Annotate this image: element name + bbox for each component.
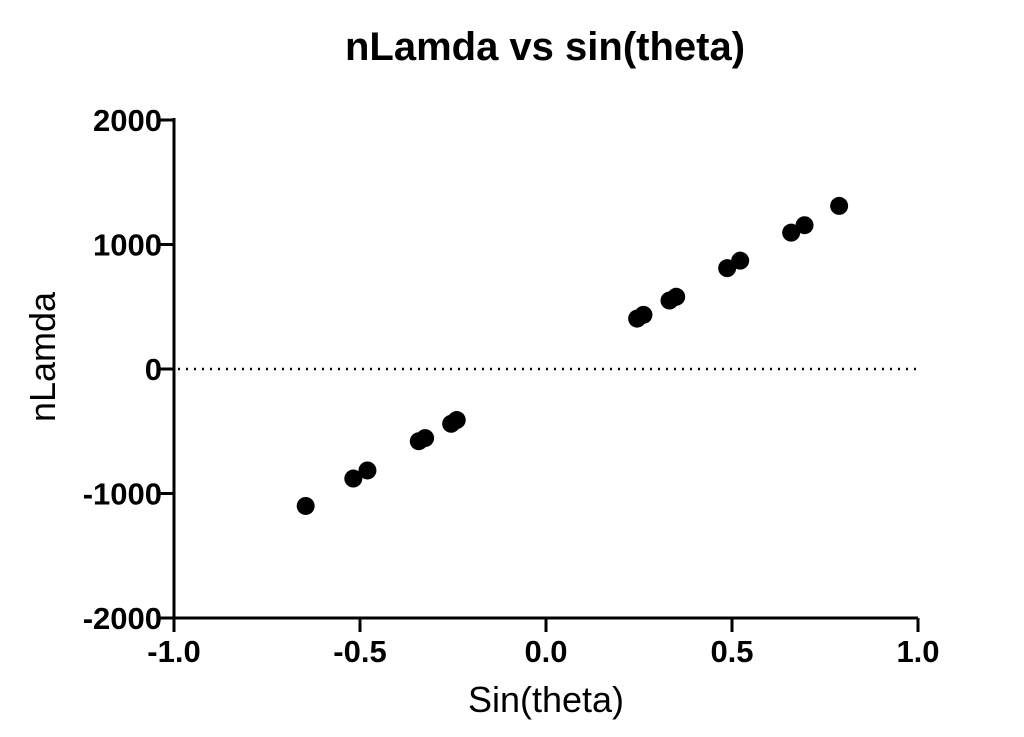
data-point <box>634 305 653 324</box>
y-tick-label: 0 <box>145 352 162 387</box>
data-point <box>795 216 814 235</box>
chart-title: nLamda vs sin(theta) <box>345 25 745 69</box>
x-tick-label: -1.0 <box>147 634 200 669</box>
x-tick-label: 1.0 <box>896 634 939 669</box>
y-tick-label: -2000 <box>83 601 162 636</box>
data-point <box>830 196 849 215</box>
x-tick-label: 0.5 <box>710 634 753 669</box>
y-axis-label: nLamda <box>22 291 63 422</box>
x-axis-ticks: -1.0 -0.5 0.0 0.5 1.0 <box>147 618 940 669</box>
data-point <box>667 287 686 306</box>
y-axis-ticks: -2000 -1000 0 1000 2000 <box>83 103 174 636</box>
data-point <box>296 496 315 515</box>
data-point <box>344 469 363 488</box>
data-point <box>358 461 377 480</box>
y-tick-label: 2000 <box>93 103 162 138</box>
x-tick-label: 0.0 <box>524 634 567 669</box>
data-point <box>718 259 737 278</box>
data-point <box>416 429 435 448</box>
data-point <box>782 223 801 242</box>
data-points <box>296 196 849 515</box>
data-point <box>447 411 466 430</box>
x-tick-label: -0.5 <box>333 634 386 669</box>
y-tick-label: -1000 <box>83 477 162 512</box>
y-tick-label: 1000 <box>93 228 162 263</box>
x-axis-label: Sin(theta) <box>468 679 624 720</box>
data-point <box>731 251 750 270</box>
